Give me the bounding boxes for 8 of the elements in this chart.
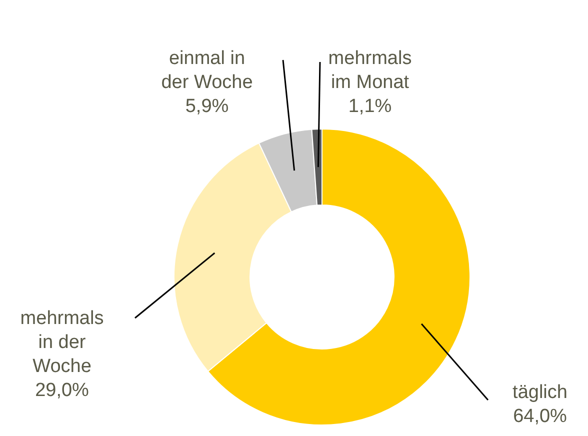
data-label: 1,1% (348, 96, 392, 117)
slice-label: täglich (512, 382, 568, 403)
slice-label: einmal in der Woche (161, 48, 253, 93)
data-label: 64,0% (513, 406, 568, 427)
data-label: 5,9% (185, 96, 229, 117)
slice-label: mehrmals im Monat (328, 48, 412, 93)
data-label: 29,0% (35, 380, 90, 401)
slice-label: mehrmals in der Woche (20, 308, 104, 377)
